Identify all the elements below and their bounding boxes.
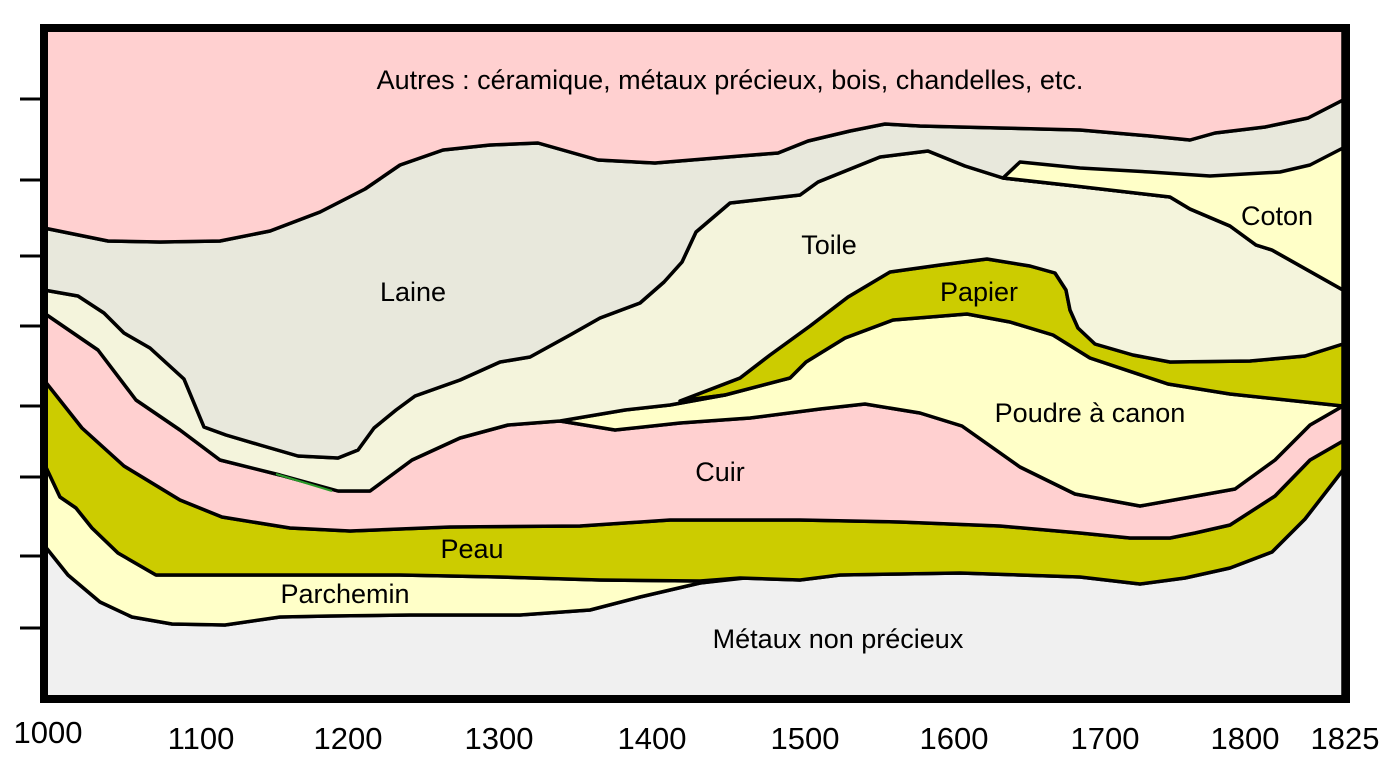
band-autres [42,26,1345,244]
label-coton: Coton [1241,201,1313,231]
plot-frame [40,24,1350,703]
label-metaux-non-precieux: Métaux non précieux [713,624,964,654]
label-laine: Laine [380,277,446,307]
x-tick-label: 1500 [771,721,840,756]
label-parchemin: Parchemin [280,579,409,609]
x-axis: 1000 1100 1200 1300 1400 1500 1600 1700 … [14,715,1380,756]
x-tick-label: 1800 [1211,721,1280,756]
x-tick-label: 1300 [465,721,534,756]
label-cuir: Cuir [695,457,745,487]
label-peau: Peau [440,534,503,564]
x-tick-label: 1600 [920,721,989,756]
x-tick-label: 1100 [168,721,235,756]
label-poudre-a-canon: Poudre à canon [995,398,1186,428]
band-labels: Autres : céramique, métaux précieux, boi… [280,65,1313,654]
x-tick-label: 1700 [1071,721,1140,756]
plot-area [42,26,1346,701]
x-tick-label: 1000 [14,715,83,750]
x-tick-label: 1400 [618,721,687,756]
x-tick-label: 1825 [1311,721,1380,756]
x-tick-label: 1200 [314,721,383,756]
y-axis [20,97,44,630]
label-papier: Papier [940,277,1018,307]
label-autres: Autres : céramique, métaux précieux, boi… [377,65,1084,95]
label-toile: Toile [801,230,857,260]
green-stroke-fragment [275,473,333,492]
